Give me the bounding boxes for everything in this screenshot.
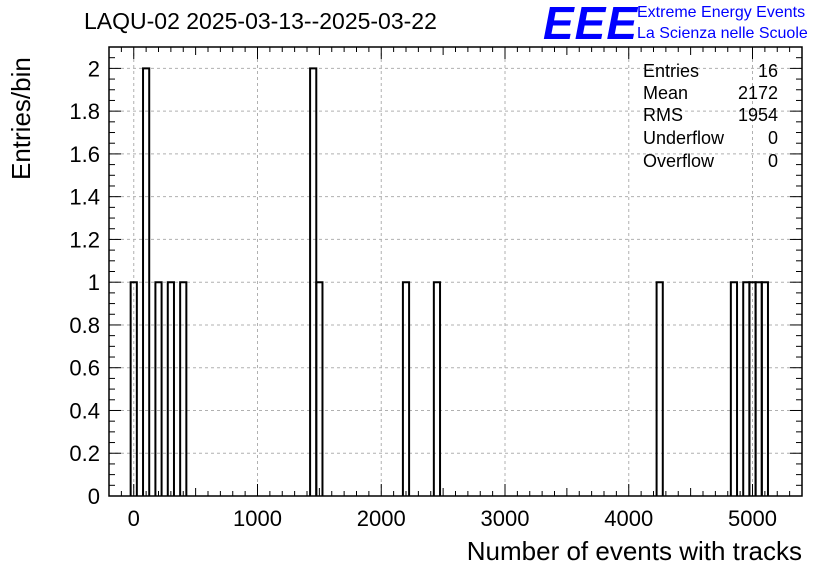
stat-label-underflow: Underflow	[643, 128, 725, 148]
stat-label-entries: Entries	[643, 61, 700, 81]
x-tick-label: 4000	[604, 506, 653, 531]
chart-title: LAQU-02 2025-03-13--2025-03-22	[84, 8, 437, 34]
stat-value-mean: 2172	[737, 83, 778, 103]
y-tick-label: 1.8	[69, 99, 100, 124]
eee-logo: EEE	[543, 0, 639, 49]
y-axis-label: Entries/bin	[6, 57, 36, 180]
logo-line-1: Extreme Energy Events	[637, 4, 806, 21]
stat-label-mean: Mean	[643, 83, 689, 103]
x-tick-label: 3000	[481, 506, 530, 531]
x-axis-label: Number of events with tracks	[466, 536, 802, 566]
histogram-bin	[154, 281, 163, 496]
histogram-bin	[179, 281, 188, 496]
logo-line-2: La Scienza nelle Scuole	[637, 25, 808, 42]
y-tick-label: 0.6	[69, 356, 100, 381]
histogram-bin	[655, 281, 664, 496]
y-tick-label: 1.4	[69, 185, 100, 210]
histogram-bin	[315, 281, 324, 496]
histogram-bin	[760, 281, 769, 496]
grid-layer	[109, 47, 802, 497]
y-tick-label: 0.4	[69, 398, 100, 423]
histogram-bin	[166, 281, 175, 496]
x-tick-label: 1000	[233, 506, 282, 531]
stat-value-rms: 1954	[737, 105, 778, 125]
histogram-bin	[129, 281, 138, 496]
stat-value-overflow: 0	[767, 151, 778, 171]
histogram-bin	[401, 281, 411, 496]
y-tick-label: 0	[88, 484, 100, 509]
x-tick-label: 0	[128, 506, 140, 531]
stat-value-entries: 16	[757, 61, 778, 81]
y-tick-label: 0.2	[69, 441, 100, 466]
histogram-layer	[129, 67, 769, 496]
histogram-bin	[729, 281, 739, 496]
histogram-bin	[142, 67, 151, 496]
histogram-bin	[432, 281, 442, 496]
y-tick-label: 0.8	[69, 313, 100, 338]
y-tick-label: 1	[88, 270, 100, 295]
stat-value-underflow: 0	[767, 128, 778, 148]
x-tick-label: 5000	[728, 506, 777, 531]
y-tick-label: 2	[88, 56, 100, 81]
stat-label-overflow: Overflow	[643, 151, 715, 171]
y-tick-label: 1.6	[69, 142, 100, 167]
axis-layer: 0 1000 2000 3000 4000 5000 0 0.2 0.4 0.6 0.8 1 1.2 1.…	[69, 46, 803, 531]
plot-frame	[108, 46, 803, 497]
x-tick-label: 2000	[357, 506, 406, 531]
stat-label-rms: RMS	[643, 105, 683, 125]
y-tick-label: 1.2	[69, 227, 100, 252]
